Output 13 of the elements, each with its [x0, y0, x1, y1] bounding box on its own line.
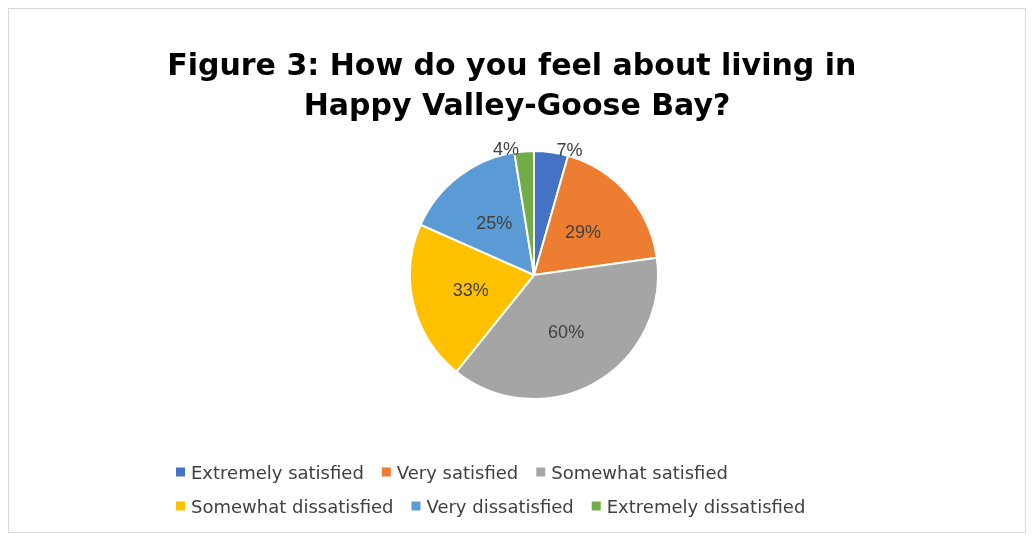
- data-label: 4%: [492, 139, 519, 160]
- legend-label: Very dissatisfied: [426, 495, 574, 517]
- data-label: 60%: [548, 321, 585, 342]
- legend-label: Extremely satisfied: [191, 461, 364, 483]
- legend-label: Somewhat dissatisfied: [191, 495, 394, 517]
- legend-label: Somewhat satisfied: [551, 461, 728, 483]
- legend-label: Very satisfied: [396, 461, 519, 483]
- data-label: 33%: [452, 280, 489, 301]
- data-label: 25%: [476, 213, 513, 234]
- legend-label: Extremely dissatisfied: [606, 495, 806, 517]
- data-label: 7%: [556, 140, 583, 161]
- chart-title: Figure 3: How do you feel about living in Happy Valley-Goose Bay?: [167, 46, 867, 122]
- data-label: 29%: [565, 222, 602, 243]
